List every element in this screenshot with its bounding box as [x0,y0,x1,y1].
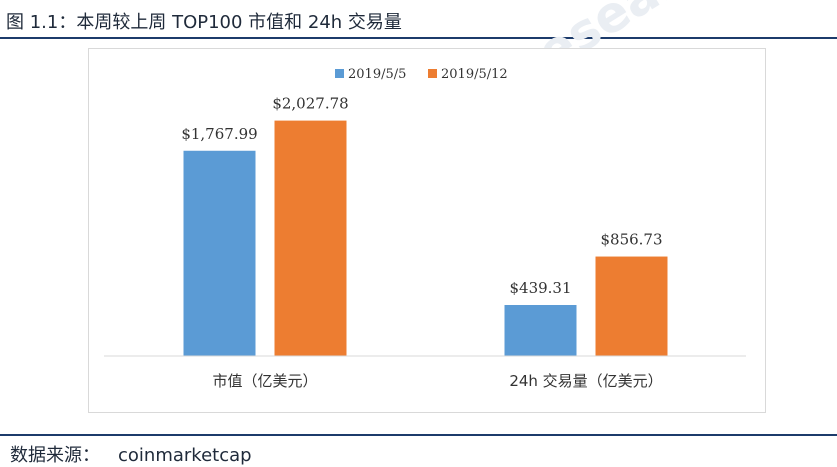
value-label-series-1-cat-1: $1,767.99 [181,125,257,143]
figure-header: 图 1.1：本周较上周 TOP100 市值和 24h 交易量 [0,0,837,36]
top-rule [0,37,837,39]
category-label-market-cap: 市值（亿美元） [212,372,317,390]
legend-swatch-series-2 [428,69,437,78]
bar-chart: 2019/5/5 2019/5/12 $1,767.99 $439.31 $2,02… [104,67,746,390]
bar-series-1-cat-2 [504,305,577,356]
figure-title: 图 1.1：本周较上周 TOP100 市值和 24h 交易量 [6,12,402,33]
value-label-series-2-cat-1: $2,027.78 [272,95,348,113]
legend-label-series-2: 2019/5/12 [441,67,508,82]
bar-series-2-cat-1 [274,120,347,356]
value-label-series-2-cat-2: $856.73 [600,231,662,249]
bar-series-2-cat-2 [595,256,668,356]
bar-series-1-cat-1 [183,150,256,356]
value-label-series-1-cat-2: $439.31 [509,279,571,297]
chart-frame: 2019/5/5 2019/5/12 $1,767.99 $439.31 $2,02… [88,48,766,413]
source-line: 数据来源： coinmarketcap [10,441,252,467]
category-label-volume: 24h 交易量（亿美元） [509,372,662,390]
source-value: coinmarketcap [118,445,252,466]
legend-label-series-1: 2019/5/5 [348,67,406,82]
value-labels: $1,767.99 $439.31 $2,027.78 $856.73 [181,95,662,297]
legend: 2019/5/5 2019/5/12 [335,67,508,82]
bars [183,120,668,356]
legend-swatch-series-1 [335,69,344,78]
bottom-rule [0,434,837,436]
source-label: 数据来源： [10,445,100,466]
